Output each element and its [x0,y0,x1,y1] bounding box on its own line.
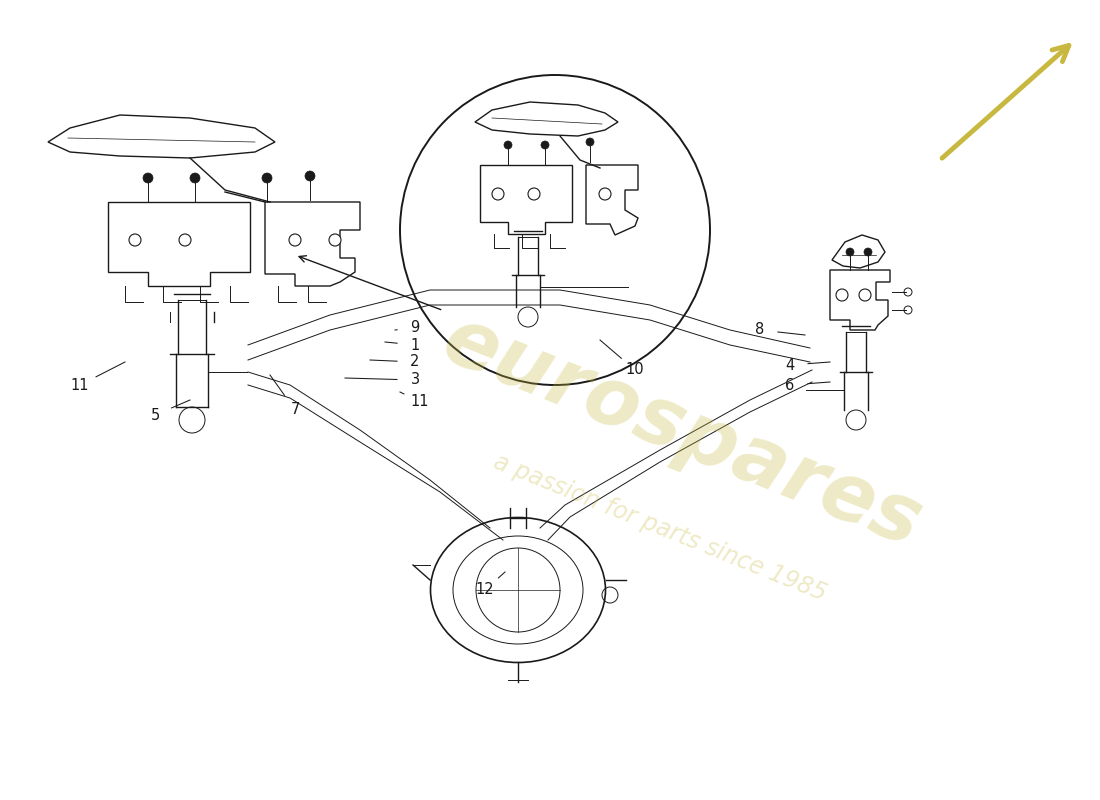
Circle shape [329,234,341,246]
Circle shape [504,141,512,149]
Circle shape [492,188,504,200]
Circle shape [262,173,272,183]
Circle shape [846,248,854,256]
Text: 6: 6 [785,378,794,393]
Text: 9: 9 [410,321,419,335]
Text: 10: 10 [626,362,645,378]
Circle shape [143,173,153,183]
Circle shape [541,141,549,149]
Text: 11: 11 [410,394,429,410]
Circle shape [179,234,191,246]
Text: a passion for parts since 1985: a passion for parts since 1985 [491,450,829,606]
Circle shape [859,289,871,301]
Circle shape [586,138,594,146]
Circle shape [836,289,848,301]
Text: 7: 7 [290,402,299,418]
Circle shape [190,173,200,183]
Text: 12: 12 [475,582,494,598]
Circle shape [289,234,301,246]
Circle shape [305,171,315,181]
Circle shape [129,234,141,246]
Text: 11: 11 [70,378,89,393]
Text: eurospares: eurospares [431,301,933,563]
Text: 4: 4 [785,358,794,373]
Text: 8: 8 [756,322,764,338]
Text: 2: 2 [410,354,420,370]
Circle shape [528,188,540,200]
Circle shape [600,188,610,200]
Text: 3: 3 [410,373,419,387]
Text: 1: 1 [410,338,419,353]
Circle shape [864,248,872,256]
Text: 5: 5 [151,407,160,422]
